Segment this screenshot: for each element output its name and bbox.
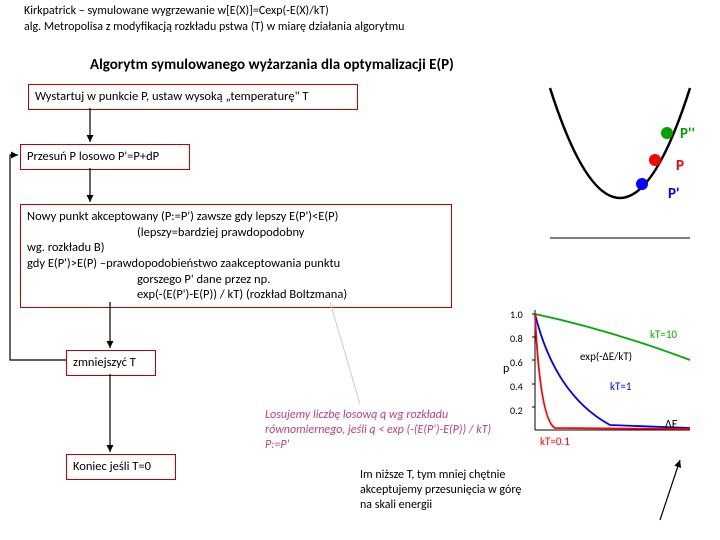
chart-xlabel: ΔE [665,418,678,432]
box-reduce: zmniejszyć T [66,350,156,376]
ytick-1.0: 1.0 [510,308,523,321]
parabola-diagram: P'' P P' [530,78,710,248]
header-line1: Kirkpatrick – symulowane wygrzewanie w[E… [24,4,404,20]
header-line2: alg. Metropolisa z modyfikacją rozkładu … [24,20,404,36]
ytick-0.4: 0.4 [510,380,523,393]
ytick-0.8: 0.8 [510,332,523,345]
boltzmann-chart: 1.0 0.8 0.6 0.4 0.2 kT=10 kT=1 kT=0.1 ex… [500,300,700,450]
accept-l3: wg. rozkładu B) [27,240,445,256]
point-pprime [636,178,648,190]
note-l2: równomiernego, jeśli q < exp (-(E(P')-E(… [265,423,535,438]
label-pprime: P' [668,185,679,203]
slide-title: Algorytm symulowanego wyżarzania dla opt… [90,56,454,74]
point-p2 [661,127,673,139]
ytick-0.6: 0.6 [510,356,523,369]
comment-l2: akceptujemy przesunięcia w górę [360,483,580,498]
label-kt1: kT=1 [610,380,632,393]
ytick-0.2: 0.2 [510,404,523,417]
box-start: Wystartuj w punkcie P, ustaw wysoką „tem… [28,84,358,110]
label-kt01: kT=0.1 [540,435,570,448]
label-p2: P'' [680,125,695,143]
point-p [649,154,661,166]
accept-l5: gorszego P' dane przez np. [27,272,445,288]
note-l3: P:=P' [265,438,535,453]
box-end: Koniec jeśli T=0 [66,454,176,480]
chart-legend: exp(-ΔE/kT) [580,350,632,363]
accept-l6: exp(-(E(P')-E(P)) / kT) (rozkład Boltzma… [27,287,445,303]
slide-header: Kirkpatrick – symulowane wygrzewanie w[E… [24,4,404,35]
note-random: Losujemy liczbę losową q wg rozkładu rów… [265,408,535,453]
label-p: P [676,157,684,175]
accept-l2: (lepszy=bardziej prawdopodobny [27,225,445,241]
label-kt10: kT=10 [650,328,677,341]
comment-l3: na skali energii [360,498,580,513]
note-l1: Losujemy liczbę losową q wg rozkładu [265,408,535,423]
chart-ylabel: p [503,362,509,376]
accept-l4: gdy E(P')>E(P) –prawdopodobieństwo zaakc… [27,256,445,272]
box-accept: Nowy punkt akceptowany (P:=P') zawsze gd… [20,204,452,308]
note-comment: Im niższe T, tym mniej chętnie akceptuje… [360,468,580,513]
comment-l1: Im niższe T, tym mniej chętnie [360,468,580,483]
box-move: Przesuń P losowo P'=P+dP [20,144,190,170]
accept-l1: Nowy punkt akceptowany (P:=P') zawsze gd… [27,209,445,225]
